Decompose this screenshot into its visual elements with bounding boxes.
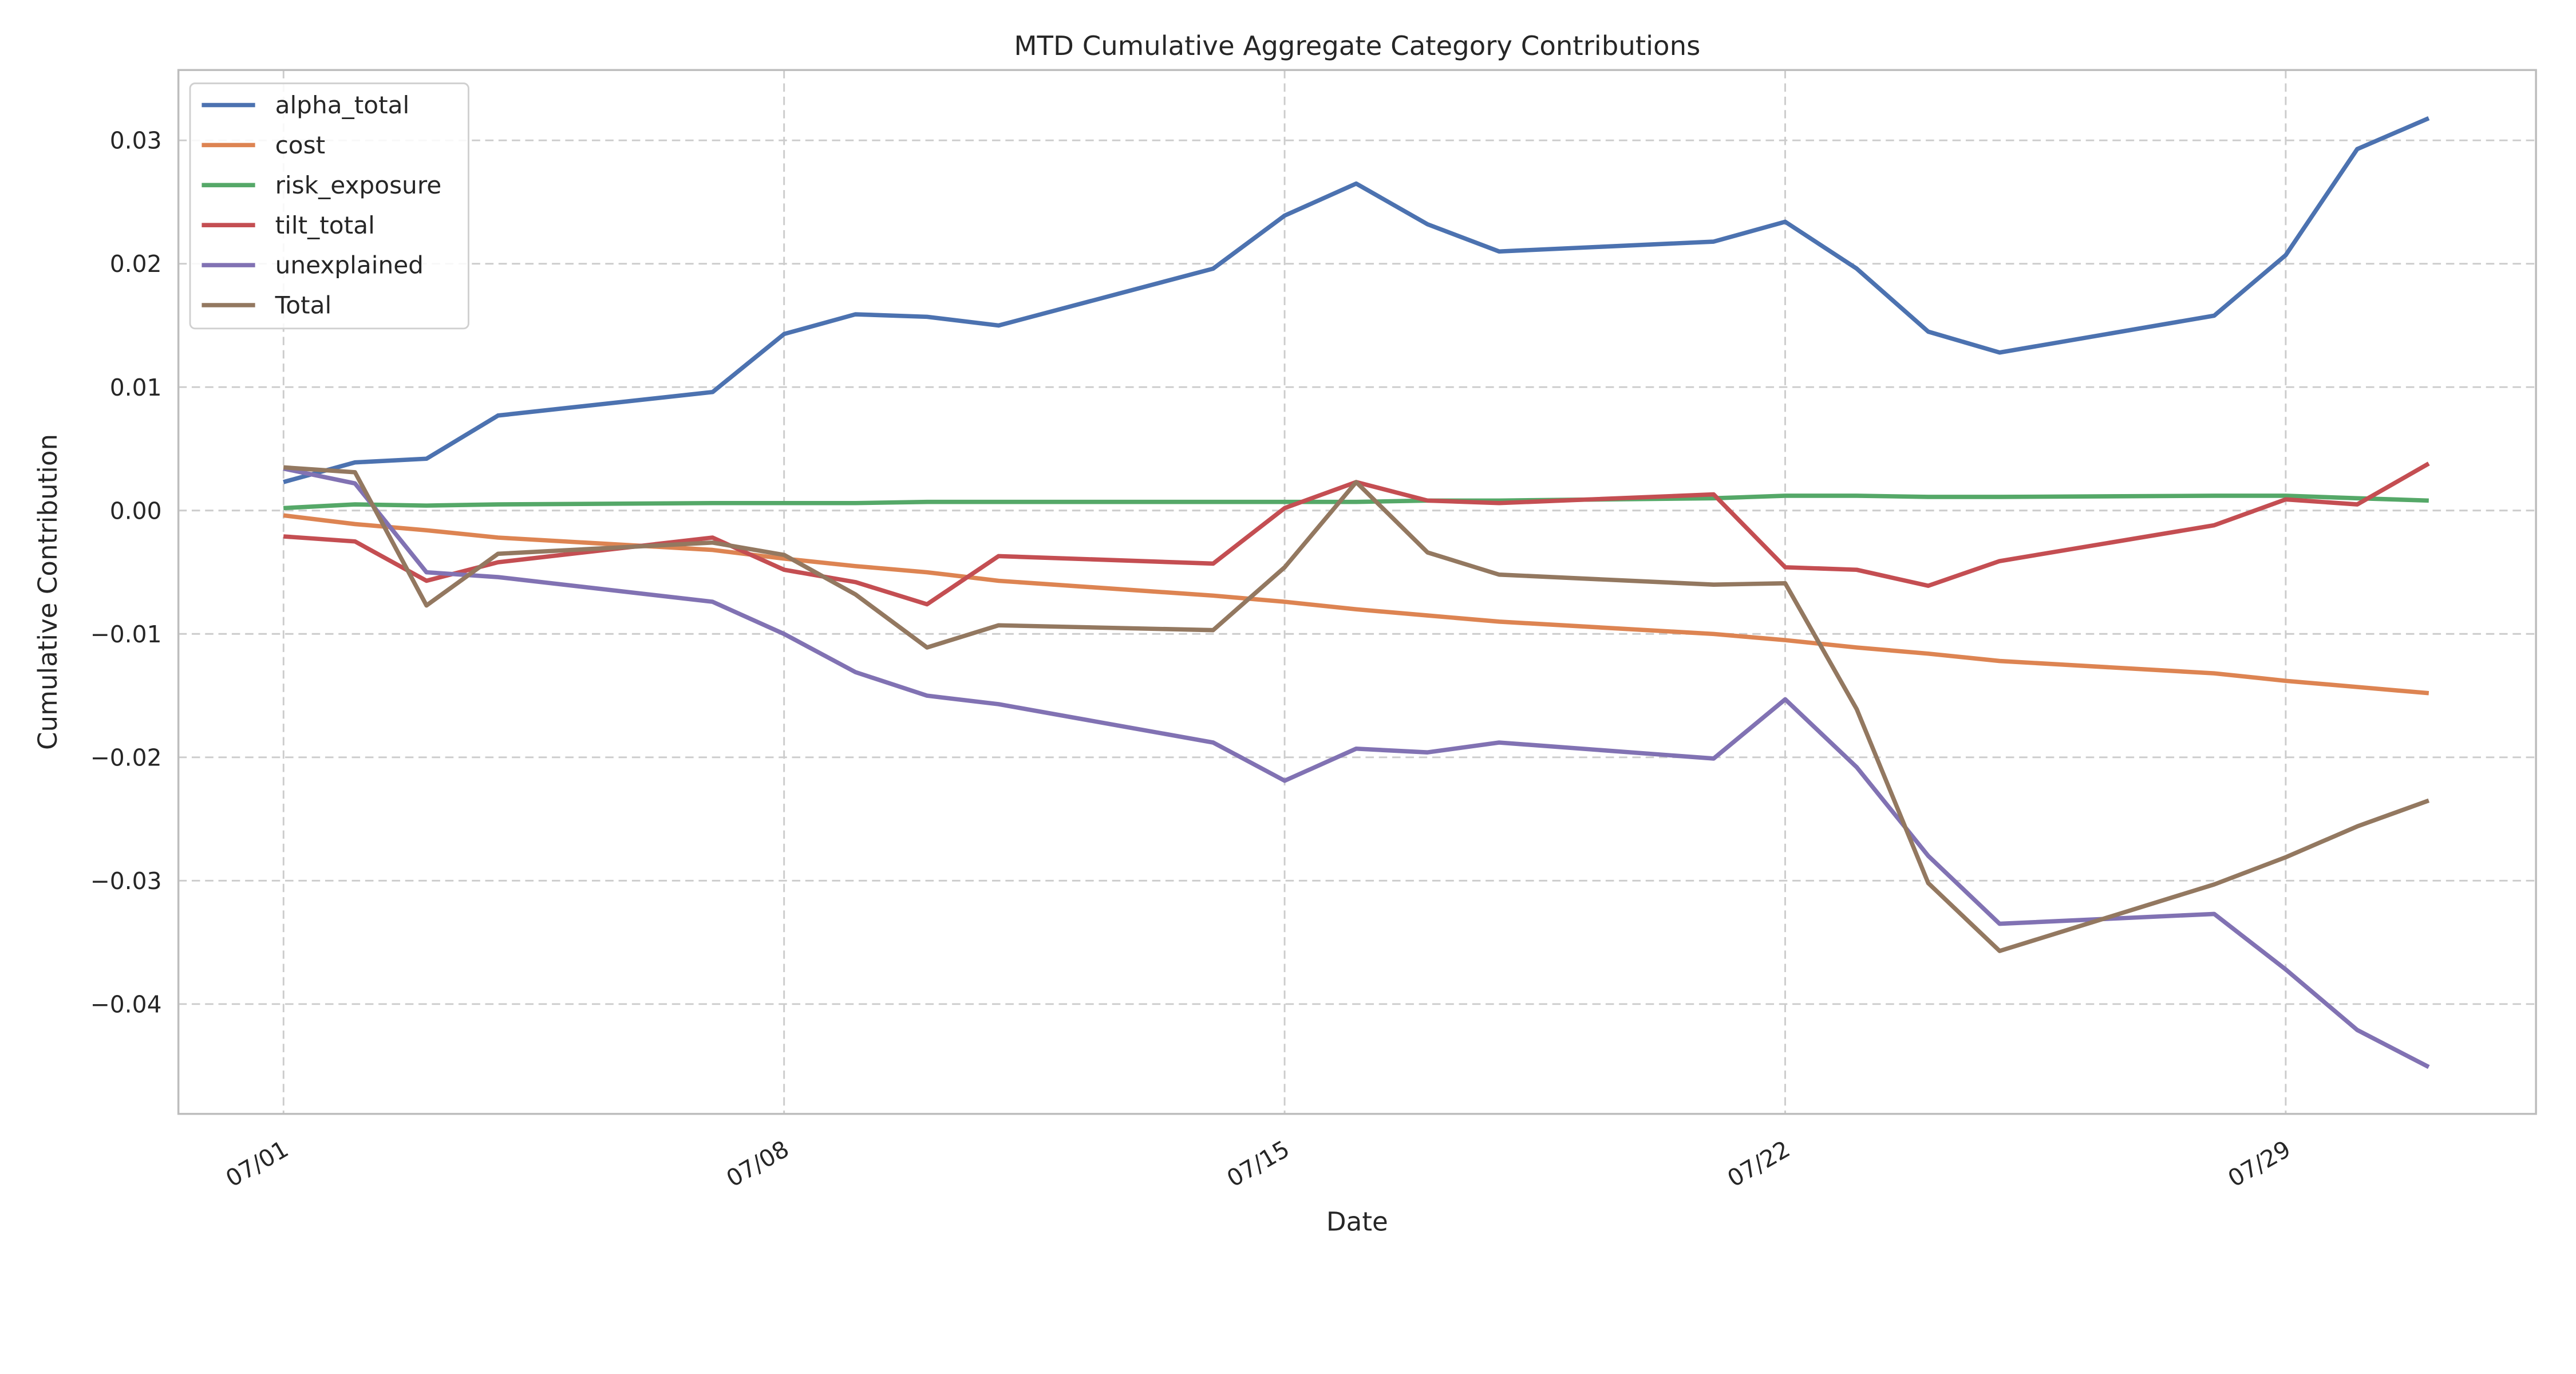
y-tick-label: 0.03 [110, 127, 162, 155]
plot-frame [177, 69, 2537, 1115]
grid [178, 70, 2537, 1114]
x-tick-label: 07/29 [2223, 1135, 2296, 1193]
y-axis-ticks: 0.03 0.02 0.01 0.00 −0.01 −0.02 −0.03 −0.04 [90, 127, 162, 1018]
legend-label: alpha_total [275, 91, 410, 119]
y-tick-label: 0.02 [110, 250, 162, 278]
y-tick-label: 0.01 [110, 374, 162, 401]
y-tick-label: −0.02 [90, 744, 162, 771]
x-tick-label: 07/15 [1222, 1135, 1294, 1193]
series-line-alpha-total [283, 116, 2430, 484]
x-axis-label: Date [1326, 1207, 1388, 1237]
x-axis-ticks: 07/01 07/08 07/15 07/22 07/29 [221, 1135, 2295, 1193]
y-tick-label: −0.03 [90, 867, 162, 895]
legend-label: Total [275, 291, 332, 319]
legend-label: unexplained [275, 251, 424, 279]
series-line-risk-exposure [283, 493, 2429, 511]
y-tick-label: 0.00 [110, 497, 162, 524]
legend-label: risk_exposure [275, 171, 442, 199]
legend-label: tilt_total [275, 211, 375, 239]
legend-label: cost [275, 131, 326, 159]
series-lines [283, 116, 2430, 1069]
legend-box [189, 82, 469, 330]
series-line-total [283, 465, 2430, 953]
y-tick-label: −0.01 [90, 621, 162, 648]
y-tick-label: −0.04 [90, 990, 162, 1018]
x-tick-label: 07/01 [221, 1135, 293, 1193]
x-tick-label: 07/22 [1722, 1135, 1795, 1193]
series-line-unexplained [283, 466, 2430, 1069]
y-axis-label: Cumulative Contribution [33, 434, 63, 750]
chart-title: MTD Cumulative Aggregate Category Contri… [1014, 30, 1700, 61]
x-tick-label: 07/08 [722, 1135, 794, 1193]
